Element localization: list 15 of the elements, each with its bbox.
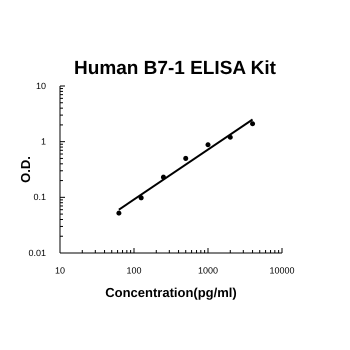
y-tick-label: 10 — [36, 80, 46, 91]
point — [183, 156, 188, 161]
x-tick-label: 10 — [54, 265, 66, 276]
x-axis-title: Concentration(pg/ml) — [105, 285, 237, 300]
y-tick-label: 0.01 — [28, 248, 46, 258]
y-tick-label: 1 — [40, 136, 46, 147]
y-tick-label: 0.1 — [33, 192, 46, 202]
y-axis-title: O.D. — [18, 156, 33, 183]
x-tick-label: 10000 — [269, 265, 295, 276]
x-tick-label: 1000 — [198, 265, 218, 276]
point — [116, 210, 122, 216]
chart-title: Human B7-1 ELISA Kit — [74, 58, 277, 79]
x-tick-label: 100 — [126, 265, 142, 276]
point — [205, 142, 211, 148]
point — [250, 121, 256, 126]
